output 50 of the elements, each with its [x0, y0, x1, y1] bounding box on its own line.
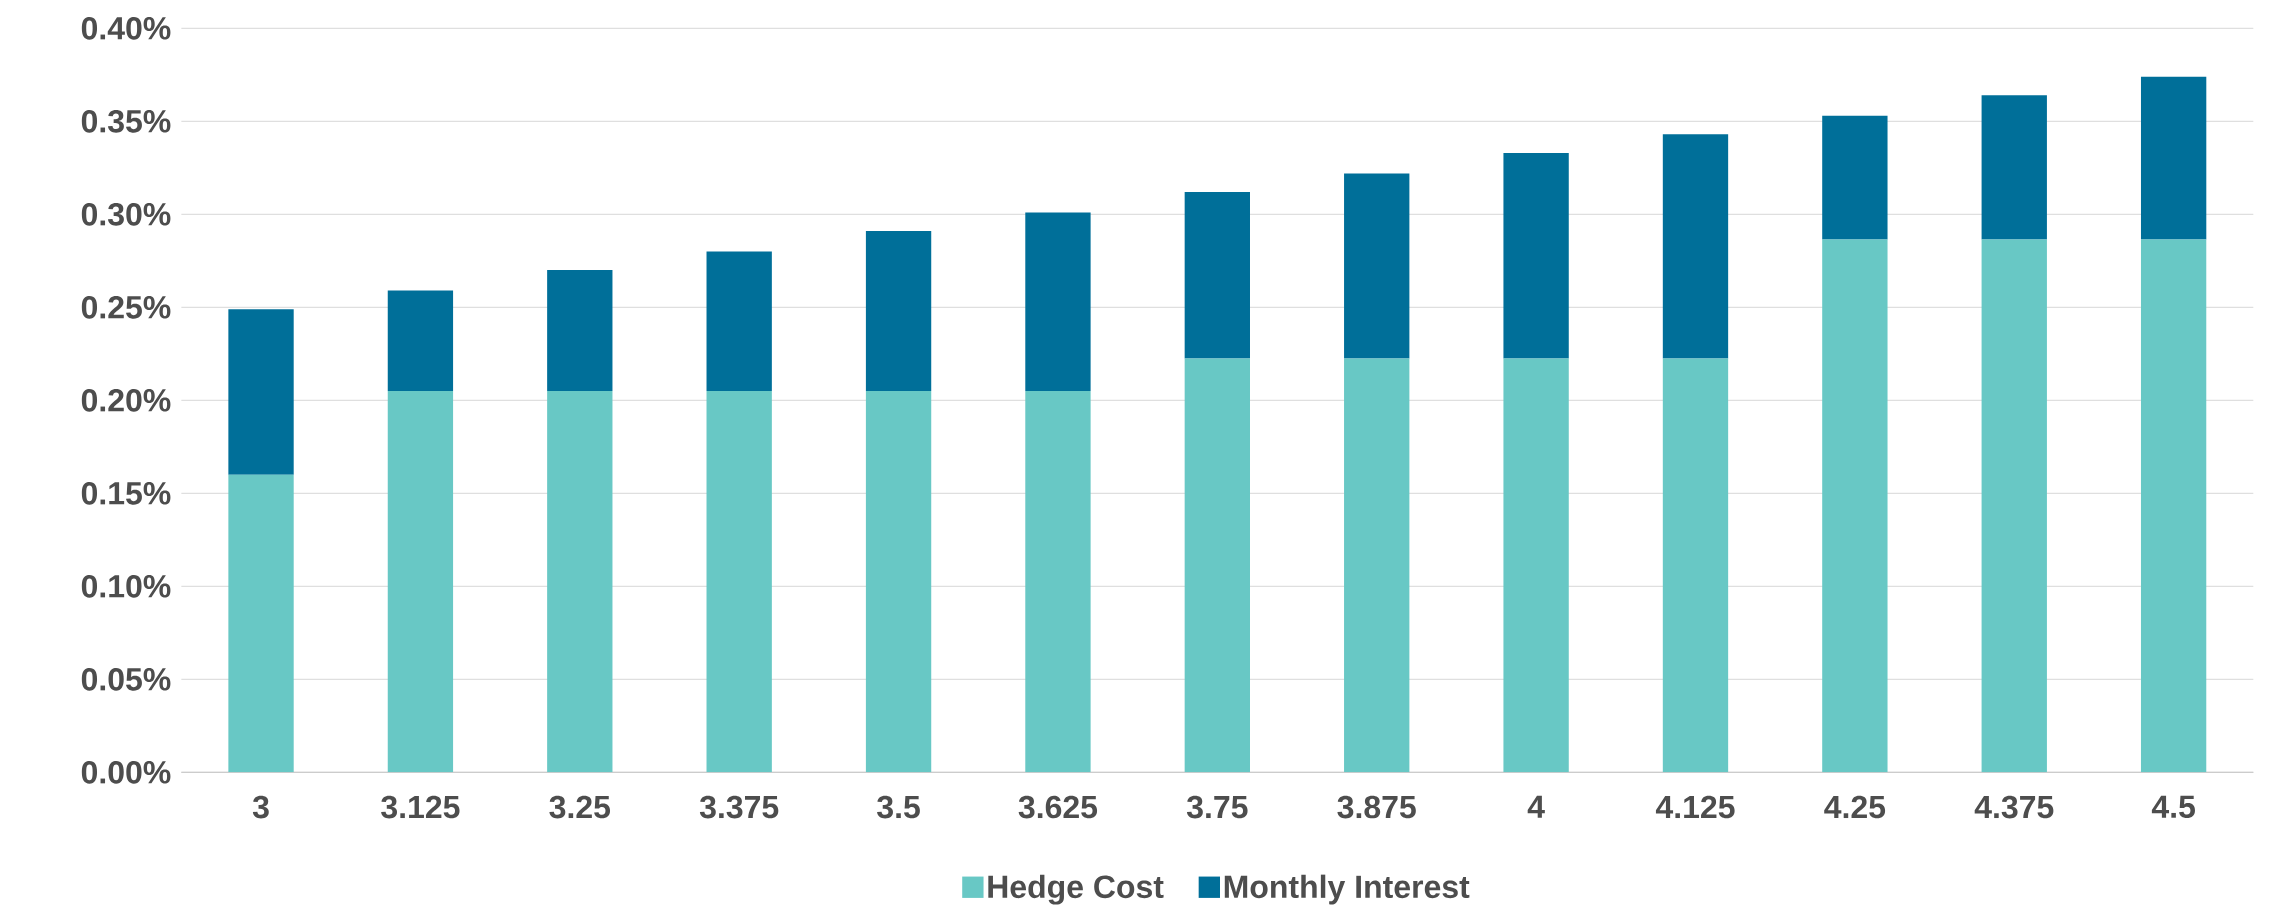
bar: [1981, 95, 2047, 240]
y-tick-label: 0.00%: [81, 761, 171, 784]
y-tick-label: 0.05%: [81, 668, 171, 691]
x-tick-label: 3.625: [1018, 795, 1098, 819]
bar: [1184, 192, 1250, 359]
bar: [1503, 358, 1569, 773]
x-tick-label: 3.125: [381, 795, 460, 819]
bar: [1025, 212, 1091, 392]
bar: [228, 474, 294, 773]
legend-label: Monthly Interest: [1224, 874, 1470, 905]
bar: [228, 309, 294, 475]
x-tick-label: 3: [252, 795, 269, 819]
bar: [387, 391, 454, 773]
bar: [2140, 76, 2207, 240]
bar: [706, 391, 772, 773]
x-tick-label: 3.25: [549, 795, 611, 819]
bar: [2140, 239, 2207, 773]
bar: [547, 391, 613, 773]
bar: [1662, 358, 1729, 773]
x-tick-label: 4.25: [1824, 795, 1886, 819]
bar: [865, 231, 932, 392]
x-tick-label: 3.5: [877, 795, 920, 819]
y-tick-label: 0.20%: [81, 389, 171, 412]
legend-label: Hedge Cost: [988, 874, 1164, 905]
bar: [387, 290, 454, 392]
bar: [1025, 391, 1091, 773]
bar: [1662, 134, 1729, 359]
x-tick-label: 4.375: [1974, 795, 2054, 819]
y-tick-label: 0.25%: [81, 296, 171, 319]
bar: [1822, 239, 1888, 773]
x-tick-label: 3.375: [699, 795, 779, 819]
x-tick-label: 3.875: [1337, 795, 1416, 819]
y-tick-label: 0.35%: [81, 109, 171, 133]
y-tick-label: 0.15%: [81, 482, 171, 505]
bar: [1503, 152, 1569, 359]
bar: [1822, 115, 1888, 240]
bar: [547, 270, 613, 392]
x-tick-label: 3.75: [1186, 795, 1248, 819]
bar: [1184, 358, 1250, 773]
y-tick-label: 0.30%: [81, 202, 171, 226]
bar: [1344, 173, 1410, 359]
bar: [865, 391, 932, 773]
bar: [1981, 239, 2047, 773]
y-tick-label: 0.40%: [81, 17, 171, 40]
y-tick-label: 0.10%: [81, 575, 171, 598]
bar: [706, 251, 772, 392]
x-tick-label: 4.5: [2151, 795, 2195, 819]
x-tick-label: 4: [1527, 795, 1545, 818]
bar: [1344, 358, 1410, 773]
x-tick-label: 4.125: [1655, 795, 1735, 819]
